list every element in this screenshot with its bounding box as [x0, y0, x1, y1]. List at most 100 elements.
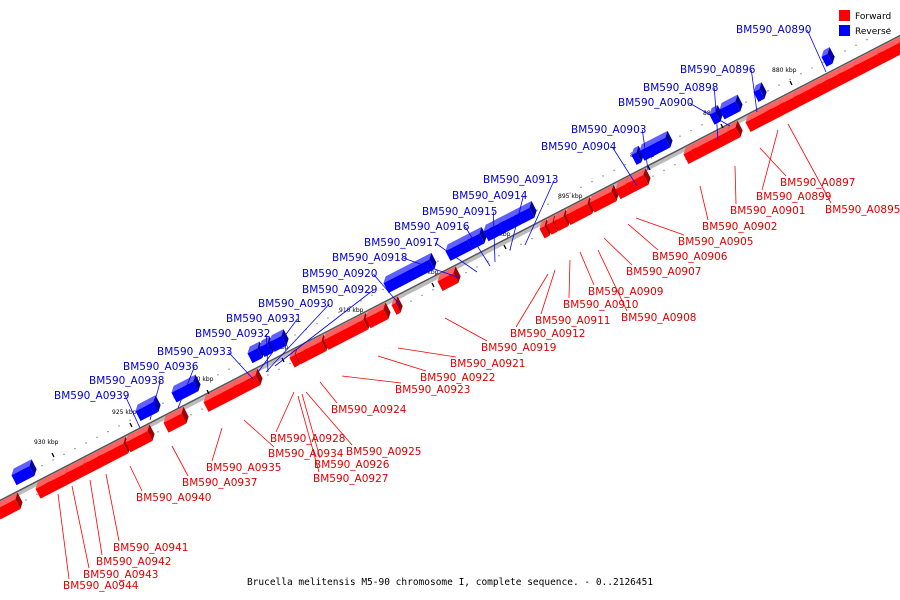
- gene-label[interactable]: BM590_A0912: [510, 328, 585, 340]
- label-connector: [377, 355, 427, 372]
- forward-gene[interactable]: [551, 209, 573, 232]
- reverse-gene[interactable]: [751, 82, 769, 102]
- reverse-gene[interactable]: [637, 130, 675, 161]
- backbone-dot: [520, 243, 522, 246]
- label-connector: [464, 226, 491, 267]
- label-connector: [627, 223, 659, 251]
- forward-gene[interactable]: [363, 302, 393, 329]
- label-connector: [444, 317, 488, 342]
- gene-label[interactable]: BM590_A0935: [206, 462, 281, 474]
- label-connector: [397, 347, 457, 358]
- backbone-dot: [547, 203, 549, 206]
- gene-label[interactable]: BM590_A0918: [332, 252, 407, 264]
- gene-label[interactable]: BM590_A0924: [331, 404, 407, 416]
- gene-label[interactable]: BM590_A0939: [54, 390, 129, 402]
- label-connector: [124, 395, 141, 429]
- gene-label[interactable]: BM590_A0928: [270, 433, 345, 445]
- forward-gene[interactable]: [623, 168, 653, 194]
- reverse-gene[interactable]: [515, 201, 539, 224]
- reverse-gene[interactable]: [717, 94, 745, 120]
- gene-label[interactable]: BM590_A0926: [314, 459, 390, 471]
- label-connector: [787, 123, 832, 204]
- backbone-dot: [432, 289, 434, 291]
- gene-label[interactable]: BM590_A0898: [643, 82, 718, 94]
- forward-gene[interactable]: [0, 492, 25, 520]
- gene-label[interactable]: BM590_A0902: [702, 221, 777, 233]
- label-connector: [806, 29, 827, 73]
- backbone-dot: [476, 266, 478, 268]
- gene-label[interactable]: BM590_A0933: [157, 346, 232, 358]
- gene-label[interactable]: BM590_A0925: [346, 446, 421, 458]
- gene-label[interactable]: BM590_A0910: [563, 299, 638, 311]
- backbone-dot: [25, 499, 27, 501]
- reverse-gene[interactable]: [629, 145, 646, 165]
- forward-gene[interactable]: [725, 120, 745, 142]
- label-connector: [641, 129, 649, 171]
- reverse-gene[interactable]: [381, 252, 439, 293]
- gene-label[interactable]: BM590_A0913: [483, 174, 558, 186]
- label-connector: [492, 211, 496, 263]
- gene-label[interactable]: BM590_A0941: [113, 542, 188, 554]
- label-connector: [372, 273, 401, 306]
- gene-label[interactable]: BM590_A0906: [652, 251, 728, 263]
- gene-label[interactable]: BM590_A0916: [394, 221, 470, 233]
- gene-label[interactable]: BM590_A0929: [302, 284, 377, 296]
- gene-label[interactable]: BM590_A0907: [626, 266, 701, 278]
- gene-label[interactable]: BM590_A0900: [618, 97, 693, 109]
- gene-label[interactable]: BM590_A0896: [680, 64, 756, 76]
- forward-gene[interactable]: [123, 424, 157, 453]
- backbone-dot: [349, 305, 351, 308]
- backbone-dot: [822, 61, 824, 64]
- gene-label[interactable]: BM590_A0938: [89, 375, 164, 387]
- label-connector: [403, 257, 461, 279]
- gene-label[interactable]: BM590_A0923: [395, 384, 470, 396]
- backbone-dot: [217, 374, 219, 376]
- gene-label[interactable]: BM590_A0904: [541, 141, 617, 153]
- gene-label[interactable]: BM590_A0903: [571, 124, 646, 136]
- forward-gene[interactable]: [587, 184, 621, 213]
- gene-label[interactable]: BM590_A0901: [730, 205, 805, 217]
- gene-label[interactable]: BM590_A0914: [452, 190, 528, 202]
- forward-gene[interactable]: [231, 368, 265, 397]
- gene-label[interactable]: BM590_A0897: [780, 177, 855, 189]
- gene-label[interactable]: BM590_A0908: [621, 312, 696, 324]
- tick-label: 925 kbp: [112, 409, 137, 416]
- gene-label[interactable]: BM590_A0895: [825, 204, 900, 216]
- gene-label[interactable]: BM590_A0911: [535, 315, 610, 327]
- gene-label[interactable]: BM590_A0937: [182, 477, 257, 489]
- gene-label[interactable]: BM590_A0920: [302, 268, 377, 280]
- gene-label[interactable]: BM590_A0919: [481, 342, 556, 354]
- backbone-dot: [118, 425, 120, 427]
- gene-label[interactable]: BM590_A0917: [364, 237, 439, 249]
- reverse-gene[interactable]: [819, 47, 837, 67]
- forward-gene[interactable]: [161, 406, 191, 433]
- gene-label[interactable]: BM590_A0936: [123, 361, 199, 373]
- gene-label[interactable]: BM590_A0921: [450, 358, 525, 370]
- gene-label[interactable]: BM590_A0934: [268, 448, 344, 460]
- gene-label[interactable]: BM590_A0940: [136, 492, 211, 504]
- legend-forward-swatch: [839, 10, 850, 21]
- backbone-dot: [800, 73, 802, 75]
- gene-label[interactable]: BM590_A0909: [588, 286, 663, 298]
- backbone-dot: [63, 453, 65, 456]
- gene-label[interactable]: BM590_A0905: [678, 236, 753, 248]
- gene-label[interactable]: BM590_A0942: [96, 556, 171, 568]
- gene-label[interactable]: BM590_A0931: [226, 313, 301, 325]
- gene-label[interactable]: BM590_A0915: [422, 206, 497, 218]
- gene-label[interactable]: BM590_A0930: [258, 298, 333, 310]
- gene-label[interactable]: BM590_A0927: [313, 473, 388, 485]
- reverse-gene[interactable]: [9, 459, 39, 486]
- forward-gene[interactable]: [875, 35, 900, 64]
- legend-forward-label: Forward: [855, 12, 891, 22]
- gene-label[interactable]: BM590_A0932: [195, 328, 270, 340]
- label-connector: [699, 185, 709, 221]
- gene-label[interactable]: BM590_A0944: [63, 580, 139, 592]
- backbone-dot: [663, 169, 665, 172]
- gene-label[interactable]: BM590_A0890: [736, 24, 811, 36]
- gene-label[interactable]: BM590_A0899: [756, 191, 831, 203]
- forward-gene[interactable]: [435, 266, 463, 292]
- label-connector: [305, 391, 353, 446]
- gene-label[interactable]: BM590_A0922: [420, 372, 495, 384]
- gene-label[interactable]: BM590_A0943: [83, 569, 158, 581]
- tick-mark: [503, 244, 507, 250]
